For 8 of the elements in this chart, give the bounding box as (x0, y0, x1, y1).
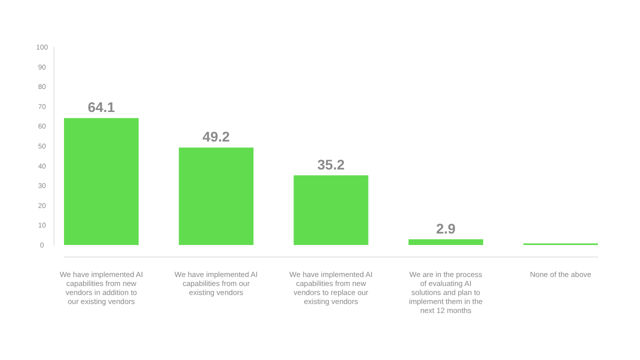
data-label: 64.1 (88, 99, 116, 116)
bar (178, 148, 254, 245)
data-label: 2.9 (436, 220, 456, 236)
bar (408, 239, 484, 245)
bar (64, 118, 139, 245)
bar (294, 175, 368, 245)
data-label: 49.2 (202, 128, 230, 145)
data-label: 35.2 (317, 156, 345, 172)
